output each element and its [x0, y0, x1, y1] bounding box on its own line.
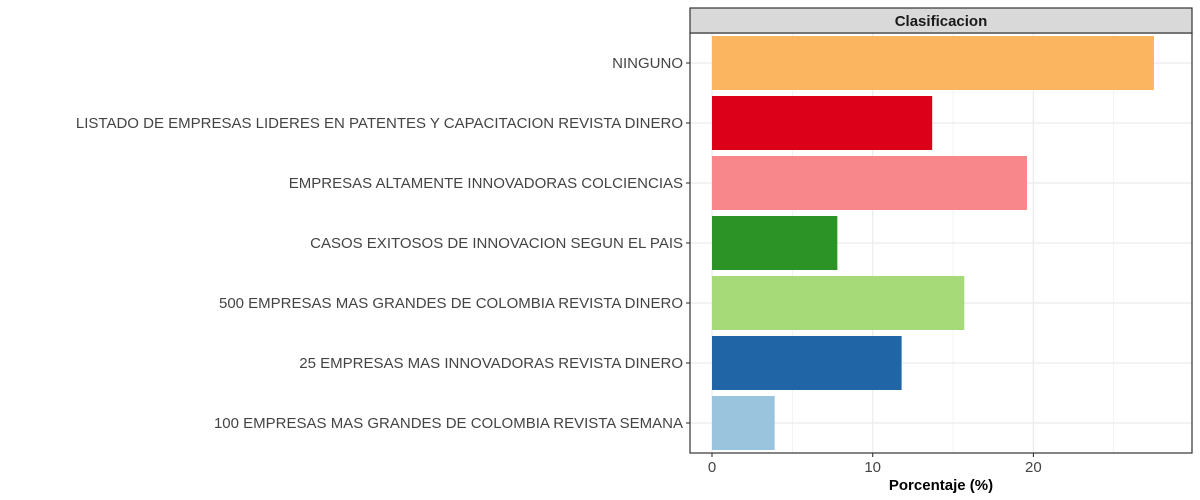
x-tick-label: 20 [1025, 459, 1042, 476]
y-tick-label: EMPRESAS ALTAMENTE INNOVADORAS COLCIENCI… [289, 175, 683, 192]
y-tick-label: 100 EMPRESAS MAS GRANDES DE COLOMBIA REV… [214, 415, 683, 432]
y-tick-label: CASOS EXITOSOS DE INNOVACION SEGUN EL PA… [310, 235, 683, 252]
facet-strip-title: Clasificacion [895, 13, 988, 30]
bar [712, 36, 1154, 90]
x-axis-title: Porcentaje (%) [889, 477, 993, 494]
y-tick-label: 25 EMPRESAS MAS INNOVADORAS REVISTA DINE… [299, 355, 683, 372]
facet-strip [689, 7, 1193, 34]
x-axis: 0 10 20 [708, 453, 1042, 476]
y-tick-label: 500 EMPRESAS MAS GRANDES DE COLOMBIA REV… [219, 295, 683, 312]
bar [712, 396, 775, 450]
bar [712, 276, 965, 330]
bar [712, 156, 1027, 210]
bar [712, 336, 902, 390]
bar [712, 216, 838, 270]
y-tick-label: LISTADO DE EMPRESAS LIDERES EN PATENTES … [76, 115, 683, 132]
x-tick-label: 0 [708, 459, 716, 476]
x-tick-label: 10 [864, 459, 881, 476]
bars [712, 36, 1154, 450]
y-tick-label: NINGUNO [612, 55, 683, 72]
bar [712, 96, 933, 150]
y-axis: 100 EMPRESAS MAS GRANDES DE COLOMBIA REV… [76, 55, 690, 432]
